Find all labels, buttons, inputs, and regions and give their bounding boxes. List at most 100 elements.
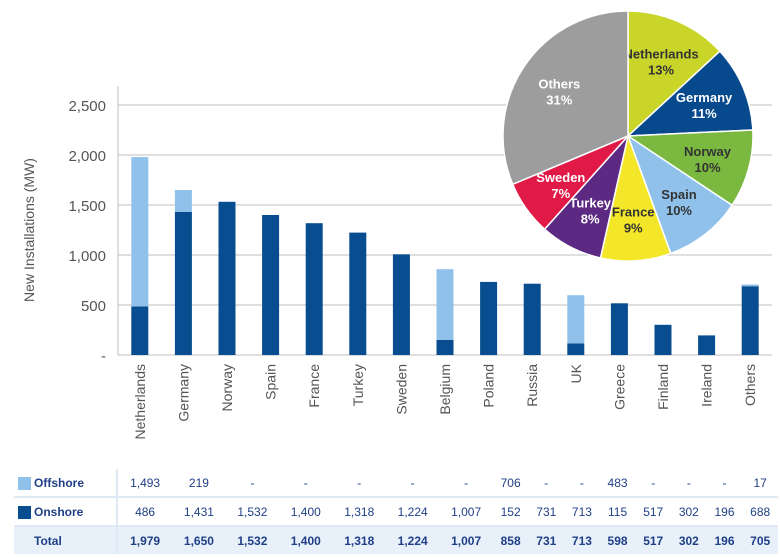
- table-cell: 1,318: [332, 497, 386, 527]
- table-cell: -: [528, 469, 565, 498]
- table-cell: 706: [492, 469, 529, 498]
- table-cell: 1,493: [117, 469, 173, 498]
- x-tick-label: Belgium: [437, 364, 453, 415]
- pie-label: Norway: [684, 144, 732, 159]
- pie-label: Netherlands: [624, 46, 699, 61]
- bar-onshore: [174, 211, 192, 355]
- row-label: Offshore: [34, 469, 118, 498]
- row-label: Total: [34, 526, 118, 554]
- pie-label: Others: [538, 76, 580, 91]
- pie-slice: [627, 10, 721, 138]
- pie-slice: [625, 129, 754, 207]
- bar-onshore: [218, 201, 236, 355]
- legend-swatch: [17, 476, 31, 490]
- table-cell: 196: [706, 497, 743, 527]
- pie-pct: 10%: [695, 160, 721, 175]
- pie-pct: 31%: [546, 92, 572, 107]
- table-cell: -: [332, 469, 386, 498]
- table-cell: 302: [671, 526, 707, 554]
- table-cell: 713: [564, 526, 600, 554]
- table-cell: 1,224: [385, 497, 440, 527]
- table-cell: 688: [742, 497, 778, 527]
- table-cell: -: [385, 469, 440, 498]
- table-row: Onshore 486 1,431 1,532 1,400 1,318 1,224 1,007…: [14, 497, 778, 527]
- bar-offshore: [436, 269, 454, 340]
- table-cell: 486: [117, 497, 173, 527]
- table-cell: 1,224: [385, 526, 440, 554]
- table-cell: -: [225, 469, 280, 498]
- pie-pct: 10%: [666, 203, 692, 218]
- bar-onshore: [610, 303, 628, 355]
- y-tick-label: 2,000: [68, 148, 106, 165]
- x-tick-label: Netherlands: [132, 364, 148, 440]
- table-cell: 713: [564, 497, 600, 527]
- x-tick-label: Spain: [263, 364, 279, 400]
- pie-slice: [626, 134, 734, 255]
- installations-chart: - 500 1,000 1,500 2,000 2,500 New Installation…: [21, 10, 772, 440]
- x-tick-label: Norway: [219, 364, 235, 411]
- table-cell: 1,979: [117, 526, 173, 554]
- pie-pct: 8%: [581, 211, 600, 226]
- x-tick-label: Others: [742, 364, 758, 406]
- x-tick-label: Ireland: [699, 364, 715, 407]
- y-tick-label: 2,500: [68, 98, 106, 115]
- table-row: Total 1,979 1,650 1,532 1,400 1,318 1,224 1,007…: [14, 526, 778, 554]
- x-tick-label: Turkey: [350, 364, 366, 406]
- table-cell: 302: [671, 497, 707, 527]
- pie-pct: 9%: [624, 220, 643, 235]
- x-tick-label: Greece: [611, 364, 627, 410]
- table-cell: 1,007: [439, 526, 493, 554]
- pie-pct: 11%: [691, 106, 717, 121]
- table-cell: 517: [635, 526, 672, 554]
- bar-offshore: [741, 284, 759, 287]
- table-cell: 1,650: [172, 526, 226, 554]
- bar-onshore: [305, 223, 323, 355]
- pie-slice: [502, 10, 629, 186]
- bar-offshore: [131, 157, 149, 307]
- bar-offshore: [174, 190, 192, 212]
- table-cell: -: [706, 469, 743, 498]
- table-cell: 1,431: [172, 497, 226, 527]
- bar-onshore: [698, 335, 716, 355]
- pie-label: Turkey: [569, 195, 611, 210]
- row-label: Onshore: [34, 497, 118, 527]
- x-tick-label: Finland: [655, 364, 671, 410]
- table-cell: 1,318: [332, 526, 386, 554]
- table-cell: 598: [599, 526, 636, 554]
- bar-onshore: [654, 324, 672, 355]
- x-tick-label: Russia: [524, 364, 540, 407]
- pie-label: France: [612, 204, 655, 219]
- pie-label: Germany: [676, 90, 733, 105]
- table-cell: -: [671, 469, 707, 498]
- bar-onshore: [131, 306, 149, 355]
- y-tick-label: 1,000: [68, 248, 106, 265]
- table-cell: 731: [528, 526, 565, 554]
- table-cell: 115: [599, 497, 636, 527]
- bar-onshore: [349, 232, 367, 355]
- pie-label: Spain: [661, 187, 696, 202]
- x-tick-label: Germany: [175, 364, 191, 422]
- table-cell: 1,007: [439, 497, 493, 527]
- table-cell: -: [279, 469, 333, 498]
- table-row: Offshore 1,493 219- - - - -706- -483- - -17: [14, 469, 778, 498]
- pie-pct: 13%: [648, 62, 674, 77]
- bar-onshore: [480, 281, 498, 355]
- table-cell: -: [564, 469, 600, 498]
- y-tick-label: -: [101, 348, 106, 365]
- pie-label: Sweden: [536, 170, 585, 185]
- x-tick-label: Sweden: [393, 364, 409, 415]
- x-tick-label: Poland: [481, 364, 497, 408]
- table-cell: 219: [172, 469, 226, 498]
- bar-offshore: [567, 295, 585, 344]
- y-tick-label: 500: [81, 298, 106, 315]
- bar-onshore: [741, 286, 759, 355]
- bar-onshore: [436, 339, 454, 355]
- table-cell: 483: [599, 469, 636, 498]
- table-cell: 1,532: [225, 497, 280, 527]
- table-cell: 731: [528, 497, 565, 527]
- table-cell: -: [439, 469, 493, 498]
- table-cell: 196: [706, 526, 743, 554]
- table-cell: 1,400: [279, 526, 333, 554]
- bar-onshore: [392, 254, 410, 355]
- table-cell: 1,532: [225, 526, 280, 554]
